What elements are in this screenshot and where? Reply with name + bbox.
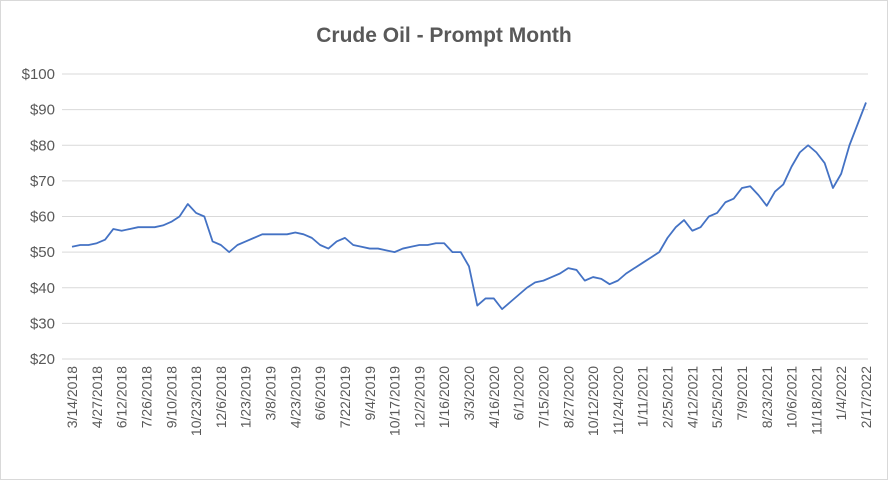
y-tick-label: $30 [30,315,55,332]
y-tick-label: $50 [30,244,55,261]
x-tick-label: 9/4/2019 [362,366,378,421]
x-tick-label: 1/4/2022 [833,366,849,421]
price-line [71,102,867,311]
x-tick-label: 3/3/2020 [461,366,477,421]
x-tick-label: 4/12/2021 [684,366,700,428]
x-tick-label: 1/11/2021 [635,366,651,427]
x-tick-label: 10/23/2018 [188,366,204,436]
x-tick-label: 10/17/2019 [387,366,403,436]
x-tick-label: 1/23/2019 [238,366,254,428]
y-tick-label: $60 [30,209,55,226]
x-tick-label: 7/22/2019 [337,366,353,428]
y-tick-label: $40 [30,280,55,297]
x-tick-label: 8/27/2020 [560,366,576,428]
x-tick-label: 1/16/2020 [436,366,452,428]
x-tick-label: 6/12/2018 [114,366,130,428]
x-tick-label: 4/27/2018 [89,366,105,428]
x-tick-label: 7/15/2020 [535,366,551,428]
x-tick-label: 12/6/2018 [213,366,229,428]
x-tick-label: 4/23/2019 [287,366,303,428]
x-tick-label: 9/10/2018 [163,366,179,428]
x-tick-label: 3/8/2019 [263,366,279,421]
y-tick-label: $80 [30,137,55,154]
x-tick-label: 11/18/2021 [808,366,824,435]
x-tick-label: 4/16/2020 [486,366,502,428]
y-tick-label: $90 [30,102,55,119]
x-tick-label: 10/12/2020 [585,366,601,436]
x-tick-label: 11/24/2020 [610,366,626,435]
y-tick-label: $20 [30,351,55,368]
x-tick-label: 7/26/2018 [138,366,154,428]
x-tick-label: 6/1/2020 [511,366,527,421]
x-tick-label: 2/25/2021 [660,366,676,428]
y-tick-label: $70 [30,173,55,190]
x-tick-label: 12/2/2019 [411,366,427,428]
x-tick-label: 7/9/2021 [734,366,750,421]
x-tick-label: 6/6/2019 [312,366,328,421]
y-tick-label: $100 [22,66,55,83]
x-tick-label: 3/14/2018 [64,366,80,428]
x-tick-label: 10/6/2021 [784,366,800,428]
chart-title: Crude Oil - Prompt Month [316,24,571,47]
x-tick-label: 2/17/2022 [858,366,874,428]
x-tick-label: 5/25/2021 [709,366,725,428]
x-tick-label: 8/23/2021 [759,366,775,428]
